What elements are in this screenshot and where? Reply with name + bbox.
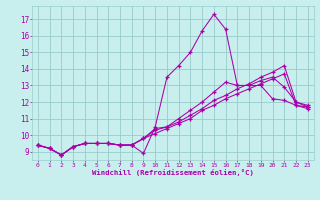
X-axis label: Windchill (Refroidissement éolien,°C): Windchill (Refroidissement éolien,°C)	[92, 169, 254, 176]
